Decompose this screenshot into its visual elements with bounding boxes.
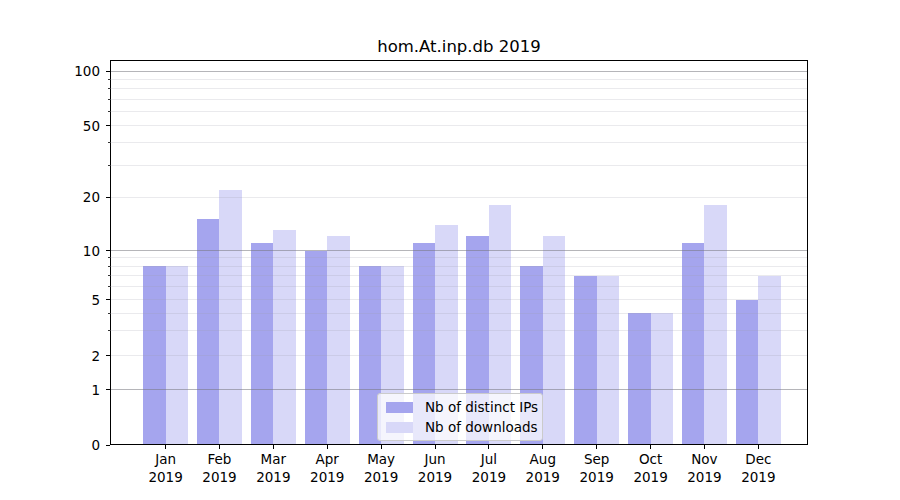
x-tick (650, 445, 651, 449)
bar-distinct-ips-nov (682, 243, 705, 445)
y-minor-tick (108, 79, 111, 80)
x-tick (758, 445, 759, 449)
y-minor-tick (108, 313, 111, 314)
y-minor-tick (108, 88, 111, 89)
x-tick (165, 445, 166, 449)
y-tick (106, 197, 110, 198)
legend-item-distinct-ips: Nb of distinct IPs (386, 399, 534, 415)
y-gridline-major (111, 71, 807, 72)
y-gridline-minor (111, 142, 807, 143)
y-tick (106, 125, 110, 126)
x-tick (327, 445, 328, 449)
y-tick-label: 2 (60, 347, 100, 365)
y-minor-tick (108, 142, 111, 143)
bar-distinct-ips-feb (197, 219, 220, 445)
y-tick (106, 389, 110, 390)
y-gridline-major (111, 250, 807, 251)
y-gridline-minor (111, 286, 807, 287)
y-minor-tick (108, 286, 111, 287)
y-gridline-minor (111, 165, 807, 166)
legend: Nb of distinct IPs Nb of downloads (377, 393, 543, 441)
x-tick (704, 445, 705, 449)
x-tick (381, 445, 382, 449)
y-minor-tick (108, 165, 111, 166)
x-tick (273, 445, 274, 449)
bar-distinct-ips-mar (251, 243, 274, 445)
y-tick (106, 445, 110, 446)
bar-downloads-apr (327, 236, 350, 445)
bar-distinct-ips-sep (574, 276, 597, 445)
y-minor-tick (108, 111, 111, 112)
y-tick (106, 299, 110, 300)
y-gridline-minor (111, 125, 807, 126)
y-minor-tick (108, 257, 111, 258)
y-gridline-minor (111, 355, 807, 356)
bar-downloads-dec (758, 276, 781, 445)
figure: hom.At.inp.db 2019 1005020105210Jan2019F… (0, 0, 900, 500)
y-minor-tick (108, 275, 111, 276)
y-tick-label: 5 (60, 291, 100, 309)
y-minor-tick (108, 266, 111, 267)
x-tick-label: Dec2019 (726, 450, 790, 486)
y-tick-label: 10 (60, 242, 100, 260)
y-minor-tick (108, 99, 111, 100)
y-tick-label: 100 (60, 62, 100, 80)
x-tick (219, 445, 220, 449)
y-tick-label: 50 (60, 117, 100, 135)
legend-item-downloads: Nb of downloads (386, 419, 534, 435)
bar-distinct-ips-apr (305, 251, 328, 446)
x-tick-year: 2019 (726, 468, 790, 486)
y-gridline-minor (111, 275, 807, 276)
y-gridline-minor (111, 111, 807, 112)
chart-title: hom.At.inp.db 2019 (110, 36, 808, 58)
y-gridline-minor (111, 79, 807, 80)
y-gridline-minor (111, 313, 807, 314)
y-gridline-major (111, 389, 807, 390)
x-tick (596, 445, 597, 449)
bar-distinct-ips-dec (736, 300, 759, 446)
bar-distinct-ips-oct (628, 313, 651, 445)
y-gridline-minor (111, 88, 807, 89)
y-tick (106, 355, 110, 356)
bar-downloads-nov (704, 205, 727, 445)
y-tick (106, 250, 110, 251)
y-tick-label: 1 (60, 381, 100, 399)
y-gridline-minor (111, 257, 807, 258)
y-tick (106, 71, 110, 72)
x-tick (488, 445, 489, 449)
bar-downloads-oct (651, 313, 674, 445)
x-tick-month: Dec (726, 450, 790, 468)
y-tick-label: 0 (60, 436, 100, 454)
bar-downloads-feb (219, 190, 242, 445)
y-minor-tick (108, 330, 111, 331)
x-tick (542, 445, 543, 449)
bar-downloads-aug (543, 236, 566, 445)
bar-downloads-sep (597, 276, 620, 445)
legend-label-distinct-ips: Nb of distinct IPs (425, 399, 538, 415)
y-gridline-minor (111, 330, 807, 331)
y-gridline-minor (111, 299, 807, 300)
x-tick (435, 445, 436, 449)
y-gridline-minor (111, 197, 807, 198)
y-gridline-minor (111, 266, 807, 267)
y-tick-label: 20 (60, 188, 100, 206)
legend-swatch-downloads (386, 422, 413, 433)
bar-downloads-mar (273, 230, 296, 445)
legend-swatch-distinct-ips (386, 402, 413, 413)
y-gridline-minor (111, 99, 807, 100)
legend-label-downloads: Nb of downloads (425, 419, 538, 435)
